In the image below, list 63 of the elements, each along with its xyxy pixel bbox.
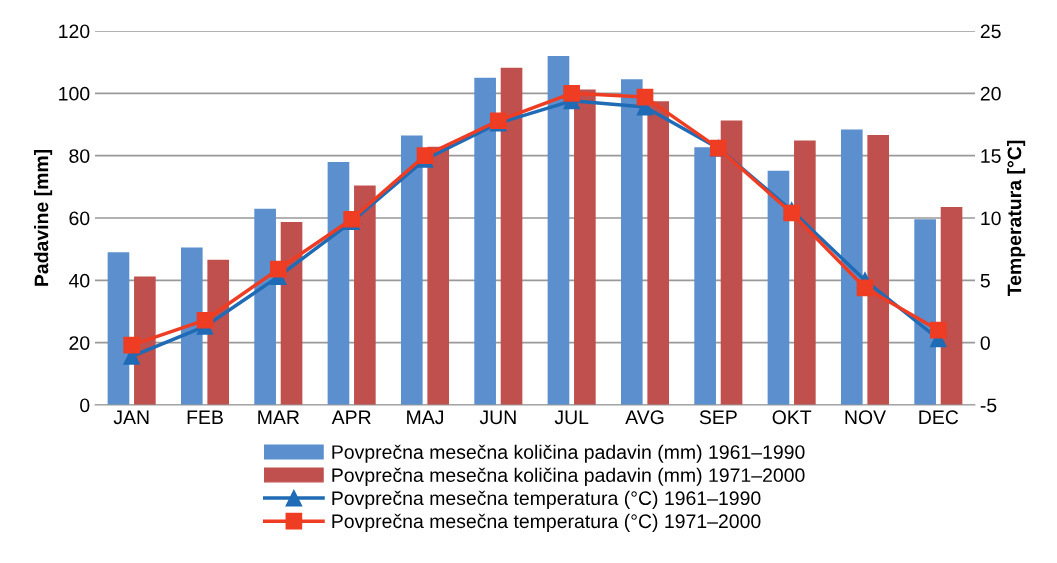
- y2-tick-label: 5: [980, 274, 990, 288]
- y-tick-label: 60: [69, 211, 90, 226]
- bar: [134, 276, 156, 405]
- y-tick-label: 120: [59, 24, 90, 39]
- y-tick-label: 80: [69, 149, 90, 163]
- x-tick-label: NOV: [845, 410, 886, 425]
- point: [196, 311, 214, 329]
- x-tick-label: JAN: [113, 410, 149, 425]
- y-tick-label: 100: [59, 86, 90, 101]
- legend-label: Povprečna mesečna količina padavin (mm) 1971–2000: [332, 467, 805, 486]
- bar: [620, 79, 643, 405]
- bar: [574, 89, 596, 405]
- x-tick-label: MAJ: [407, 410, 443, 425]
- x-tick-label: JUN: [479, 410, 516, 425]
- bar: [427, 146, 450, 405]
- y-axis-title: Padavine [mm]: [34, 149, 53, 286]
- y2-tick-label: 10: [981, 211, 1001, 226]
- point: [856, 279, 874, 297]
- point: [929, 321, 947, 339]
- x-tick-label: MAR: [258, 410, 300, 424]
- x-tick-label: AVG: [625, 410, 664, 425]
- y2-tick-label: -5: [980, 398, 997, 413]
- y2-tick-label: 25: [980, 24, 1001, 39]
- x-tick-label: OKT: [772, 410, 812, 425]
- y2-tick-label: 0: [980, 336, 990, 350]
- bar: [327, 161, 350, 405]
- bar: [794, 140, 816, 405]
- x-tick-label: DEC: [919, 410, 959, 425]
- point: [636, 88, 654, 106]
- bar: [500, 67, 523, 405]
- bar: [354, 185, 376, 405]
- y2-axis-title: Temperatura [°C]: [1007, 140, 1026, 297]
- bar: [207, 259, 230, 405]
- point: [269, 260, 287, 278]
- x-tick-label: SEP: [699, 410, 737, 425]
- bar: [694, 147, 716, 405]
- bar: [254, 208, 276, 405]
- x-tick-label: JUL: [554, 410, 589, 425]
- y-tick-label: 0: [80, 398, 90, 413]
- bar: [867, 135, 890, 405]
- y2-tick-label: 15: [981, 149, 1001, 163]
- x-tick-label: APR: [331, 410, 371, 424]
- y-tick-label: 40: [68, 273, 90, 288]
- legend-label: Povprečna mesečna temperatura (°C) 1961–1990: [332, 490, 761, 509]
- bar: [647, 101, 670, 405]
- y-tick-label: 20: [69, 336, 90, 350]
- bar: [107, 252, 130, 405]
- legend-label: Povprečna mesečna temperatura (°C) 1971–2000: [332, 513, 761, 532]
- bar: [914, 219, 936, 405]
- bar: [280, 222, 303, 405]
- bar: [720, 120, 743, 405]
- bar: [767, 170, 790, 405]
- point: [123, 336, 141, 354]
- bar: [474, 77, 496, 405]
- y2-tick-label: 20: [980, 86, 1001, 101]
- bar: [400, 135, 423, 405]
- bar: [547, 55, 570, 405]
- bar: [940, 207, 963, 405]
- bar: [180, 247, 203, 405]
- point: [563, 84, 581, 102]
- bar: [840, 129, 863, 405]
- legend-label: Povprečna mesečna količina padavin (mm) 1961–1990: [332, 444, 805, 463]
- x-tick-label: FEB: [187, 410, 223, 424]
